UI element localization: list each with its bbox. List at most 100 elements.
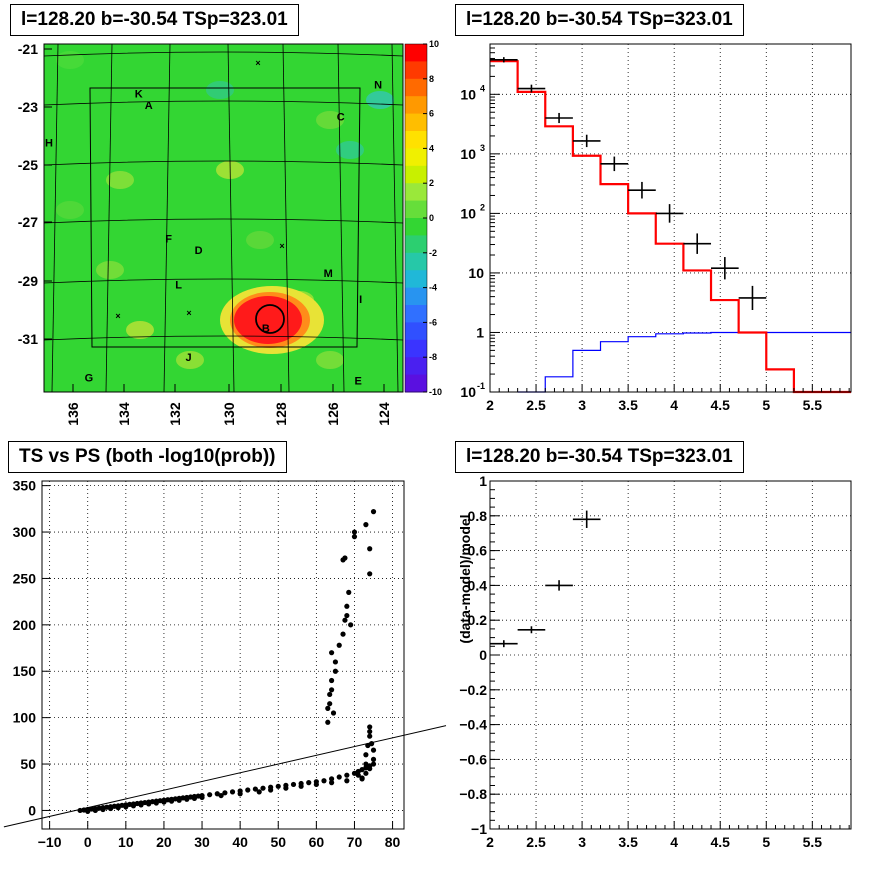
x-tick-label: 2 bbox=[486, 397, 494, 413]
colorbar-tick-label: 4 bbox=[429, 143, 434, 153]
y-tick-label: -21 bbox=[18, 41, 38, 57]
colorbar-cell bbox=[405, 287, 427, 306]
x-tick-label: 60 bbox=[309, 834, 325, 850]
lat-line bbox=[43, 335, 404, 341]
y-tick-label: -27 bbox=[18, 214, 38, 230]
colorbar-tick-label: 2 bbox=[429, 178, 434, 188]
scatter-point bbox=[130, 803, 137, 809]
y-tick-label: −0.2 bbox=[459, 682, 487, 698]
colorbar-cell bbox=[405, 183, 427, 202]
y-tick-label: −0.4 bbox=[459, 717, 487, 733]
colorbar-cell bbox=[405, 305, 427, 323]
noise-blob bbox=[206, 81, 234, 99]
scatter-point bbox=[367, 546, 373, 552]
colorbar-cell bbox=[405, 200, 427, 219]
scatter-point bbox=[346, 589, 352, 595]
lat-line bbox=[43, 100, 404, 106]
y-tick-exponent: 4 bbox=[480, 83, 485, 93]
x-tick-label: 4 bbox=[670, 397, 678, 413]
scatter-point bbox=[199, 794, 205, 801]
y-tick-label: 10 bbox=[460, 146, 476, 162]
reference-line bbox=[3, 725, 447, 828]
y-tick-label: 0 bbox=[479, 647, 487, 663]
y-tick-exponent: 2 bbox=[480, 202, 485, 212]
noise-blob bbox=[316, 351, 344, 369]
scatter-point bbox=[370, 747, 377, 753]
scatter-point bbox=[256, 789, 262, 795]
scatter-point bbox=[123, 804, 129, 810]
x-tick-label: 0 bbox=[84, 834, 92, 850]
scatter-point bbox=[332, 659, 339, 665]
y-tick-label: 200 bbox=[13, 617, 37, 633]
y-tick-label: 0.8 bbox=[468, 508, 488, 524]
scatter-point bbox=[370, 509, 377, 515]
colorbar-tick-label: 6 bbox=[429, 109, 434, 119]
y-tick-label: 10 bbox=[468, 265, 484, 281]
source-label-c: C bbox=[337, 112, 345, 124]
y-tick-label: −0.6 bbox=[459, 751, 487, 767]
x-tick-label: 2.5 bbox=[526, 834, 546, 850]
x-tick-label: 5.5 bbox=[803, 834, 823, 850]
scatter-point bbox=[168, 798, 175, 804]
y-tick-label: -23 bbox=[18, 99, 38, 115]
x-tick-label: 3 bbox=[578, 834, 586, 850]
y-tick-label: −0.8 bbox=[459, 786, 487, 802]
y-tick-label: 10 bbox=[460, 384, 476, 400]
scatter-point bbox=[329, 776, 335, 782]
scatter-point bbox=[191, 795, 198, 801]
x-tick-label: 132 bbox=[167, 402, 183, 426]
y-tick-label: 0.4 bbox=[468, 577, 488, 593]
hotspot-core bbox=[234, 296, 302, 344]
scatter-point bbox=[344, 778, 350, 784]
y-tick-label: −1 bbox=[471, 821, 487, 837]
noise-blob bbox=[246, 231, 274, 249]
source-label-a: A bbox=[145, 100, 153, 112]
x-tick-label: 10 bbox=[118, 834, 134, 850]
colorbar-cell bbox=[405, 235, 427, 254]
scatter-point bbox=[92, 807, 98, 814]
x-tick-label: 2 bbox=[486, 834, 494, 850]
x-tick-label: 136 bbox=[65, 402, 81, 426]
x-tick-label: 124 bbox=[376, 402, 392, 426]
x-tick-label: 4.5 bbox=[710, 834, 730, 850]
noise-blob bbox=[106, 171, 134, 189]
x-tick-label: 3.5 bbox=[618, 834, 638, 850]
scatter-point bbox=[184, 796, 190, 802]
scatter-point bbox=[369, 741, 375, 747]
scatter-point bbox=[229, 789, 236, 795]
scatter-point bbox=[329, 687, 335, 693]
colorbar-cell bbox=[405, 218, 427, 236]
scatter-point bbox=[332, 668, 339, 674]
heatmap-frame bbox=[43, 43, 404, 393]
noise-blob bbox=[56, 201, 84, 219]
scatter-point bbox=[329, 650, 335, 656]
y-tick-exponent: 3 bbox=[480, 143, 485, 153]
panel3-title: TS vs PS (both -log10(prob)) bbox=[8, 441, 287, 473]
colorbar-cell bbox=[405, 339, 427, 358]
y-tick-label: 100 bbox=[13, 710, 37, 726]
colorbar-tick-label: -6 bbox=[429, 317, 437, 327]
y-tick-label: -25 bbox=[18, 157, 38, 173]
noise-blob bbox=[366, 91, 394, 109]
scatter-point bbox=[327, 691, 333, 698]
x-tick-label: 130 bbox=[221, 402, 237, 426]
x-tick-label: 134 bbox=[116, 402, 132, 426]
y-tick-label: 1 bbox=[479, 473, 487, 489]
model-histogram bbox=[490, 60, 851, 394]
y-tick-label: -31 bbox=[18, 331, 38, 347]
scatter-point bbox=[161, 799, 167, 805]
noise-blob bbox=[316, 111, 344, 129]
ps-histogram bbox=[517, 331, 851, 393]
y-tick-label: 0.2 bbox=[468, 612, 488, 628]
colorbar-cell bbox=[405, 357, 427, 376]
x-tick-label: 126 bbox=[325, 402, 341, 426]
source-label-i: I bbox=[359, 294, 362, 306]
scatter-point bbox=[115, 805, 121, 811]
scatter-point bbox=[329, 677, 335, 684]
source-label-f: F bbox=[165, 233, 172, 245]
scatter-point bbox=[342, 617, 348, 623]
x-tick-label: 5 bbox=[762, 834, 770, 850]
colorbar-cell bbox=[405, 322, 427, 341]
scatter-point bbox=[207, 792, 213, 798]
